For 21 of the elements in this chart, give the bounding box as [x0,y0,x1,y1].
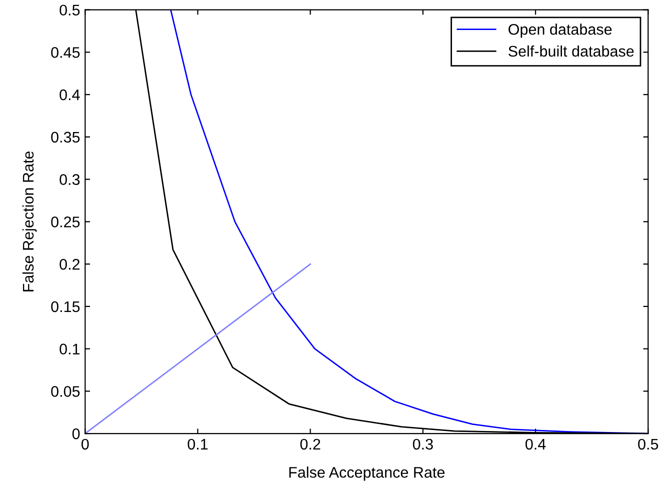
y-tick-label: 0.05 [51,386,80,397]
y-axis-title: False Rejection Rate [22,151,37,292]
y-tick-label: 0.25 [51,216,80,228]
y-tick-label: 0.3 [60,174,80,185]
x-tick-label: 0.4 [526,438,546,450]
y-tick-label: 0.1 [60,344,80,354]
x-tick-label: 0.3 [412,438,433,450]
x-tick-label: 0 [81,438,89,450]
x-tick-label: 0.5 [638,438,658,450]
y-tick-label: 0.35 [51,132,80,143]
y-tick-label: 0.5 [60,4,80,16]
y-tick-label: 0 [72,428,80,440]
y-tick-label: 0.45 [51,47,80,58]
y-tick-label: 0.2 [60,258,80,270]
x-tick-label: 0.1 [188,438,208,450]
x-axis-title: False Acceptance Rate [289,466,445,481]
x-tick-label: 0.2 [300,438,320,450]
legend-label: Self-built database [508,45,634,57]
y-tick-label: 0.15 [51,301,80,312]
y-tick-label: 0.4 [60,89,80,100]
legend-label: Open database [508,24,612,38]
